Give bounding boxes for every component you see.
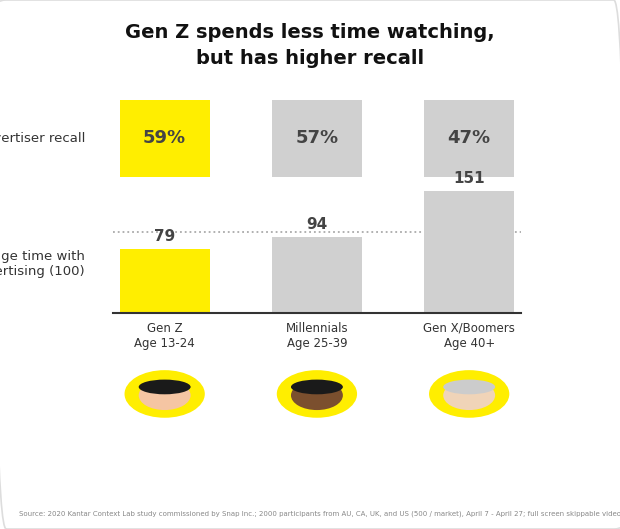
Text: 57%: 57% <box>295 130 339 148</box>
Ellipse shape <box>277 370 357 418</box>
Ellipse shape <box>443 381 495 410</box>
Text: Advertiser recall: Advertiser recall <box>0 132 85 145</box>
FancyBboxPatch shape <box>120 100 210 177</box>
Text: Average time with
advertising (100): Average time with advertising (100) <box>0 250 85 278</box>
Text: Gen Z
Age 13-24: Gen Z Age 13-24 <box>135 322 195 350</box>
Ellipse shape <box>291 381 343 410</box>
Text: Gen X/Boomers
Age 40+: Gen X/Boomers Age 40+ <box>423 322 515 350</box>
Text: 151: 151 <box>453 171 485 186</box>
Ellipse shape <box>139 381 190 410</box>
FancyBboxPatch shape <box>424 191 514 313</box>
Ellipse shape <box>429 370 509 418</box>
FancyBboxPatch shape <box>272 237 362 313</box>
Ellipse shape <box>291 380 343 394</box>
Text: Millennials
Age 25-39: Millennials Age 25-39 <box>286 322 348 350</box>
Ellipse shape <box>443 380 495 394</box>
Ellipse shape <box>125 370 205 418</box>
Text: 47%: 47% <box>448 130 491 148</box>
FancyBboxPatch shape <box>120 249 210 313</box>
Text: Gen Z spends less time watching,
but has higher recall: Gen Z spends less time watching, but has… <box>125 23 495 68</box>
FancyBboxPatch shape <box>424 100 514 177</box>
Text: 94: 94 <box>306 217 327 232</box>
Ellipse shape <box>139 380 190 394</box>
FancyBboxPatch shape <box>272 100 362 177</box>
Text: Source: 2020 Kantar Context Lab study commissioned by Snap Inc.; 2000 participan: Source: 2020 Kantar Context Lab study co… <box>19 511 620 517</box>
Text: 59%: 59% <box>143 130 186 148</box>
Text: 79: 79 <box>154 230 175 244</box>
